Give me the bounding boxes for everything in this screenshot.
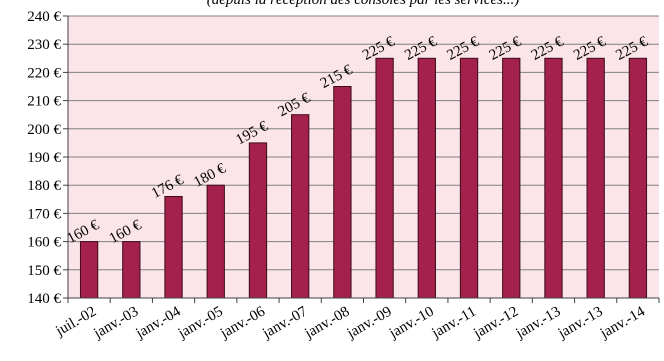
bar: [164, 195, 183, 299]
x-tick-label: janv.-08: [301, 304, 352, 343]
x-tick-label: janv.-10: [386, 304, 437, 343]
x-tick-label: janv.-07: [259, 303, 310, 342]
bar: [375, 57, 394, 299]
bar: [333, 86, 352, 299]
bar: [122, 241, 141, 299]
bar: [417, 57, 436, 299]
bar: [544, 57, 563, 299]
y-tick-label: 210 €: [27, 94, 61, 110]
x-tick-label: janv.-14: [597, 303, 648, 342]
x-tick-label: janv.-09: [344, 304, 395, 343]
x-tick-label: janv.-05: [175, 304, 226, 343]
y-tick-label: 240 €: [27, 9, 61, 25]
y-tick-label: 230 €: [27, 37, 61, 53]
x-tick-label: janv.-12: [470, 304, 521, 343]
y-tick-label: 190 €: [27, 150, 61, 166]
bar: [502, 57, 521, 299]
bar: [586, 57, 605, 299]
chart-title: (depuis la réception des consoles par le…: [207, 0, 519, 8]
x-tick-label: janv.-03: [90, 304, 141, 343]
x-tick-label: janv.-06: [217, 303, 268, 342]
y-tick-label: 170 €: [27, 206, 61, 222]
y-tick-label: 140 €: [27, 291, 61, 307]
y-tick-label: 200 €: [27, 122, 61, 138]
bar: [459, 57, 479, 299]
y-tick-label: 180 €: [27, 178, 61, 194]
x-tick-label: janv.-04: [133, 303, 184, 342]
y-tick-label: 160 €: [27, 235, 61, 251]
x-tick-label: juil.-02: [52, 304, 99, 340]
bar: [248, 142, 268, 299]
bar: [79, 241, 99, 299]
x-tick-label: janv.-11: [429, 304, 479, 342]
bar: [206, 184, 225, 299]
y-tick-label: 150 €: [27, 263, 61, 279]
y-tick-label: 220 €: [27, 65, 61, 81]
x-tick-label: janv.-13: [555, 304, 606, 343]
bar: [291, 114, 310, 299]
bar: [628, 57, 648, 299]
x-tick-label: janv.-13: [513, 304, 564, 343]
